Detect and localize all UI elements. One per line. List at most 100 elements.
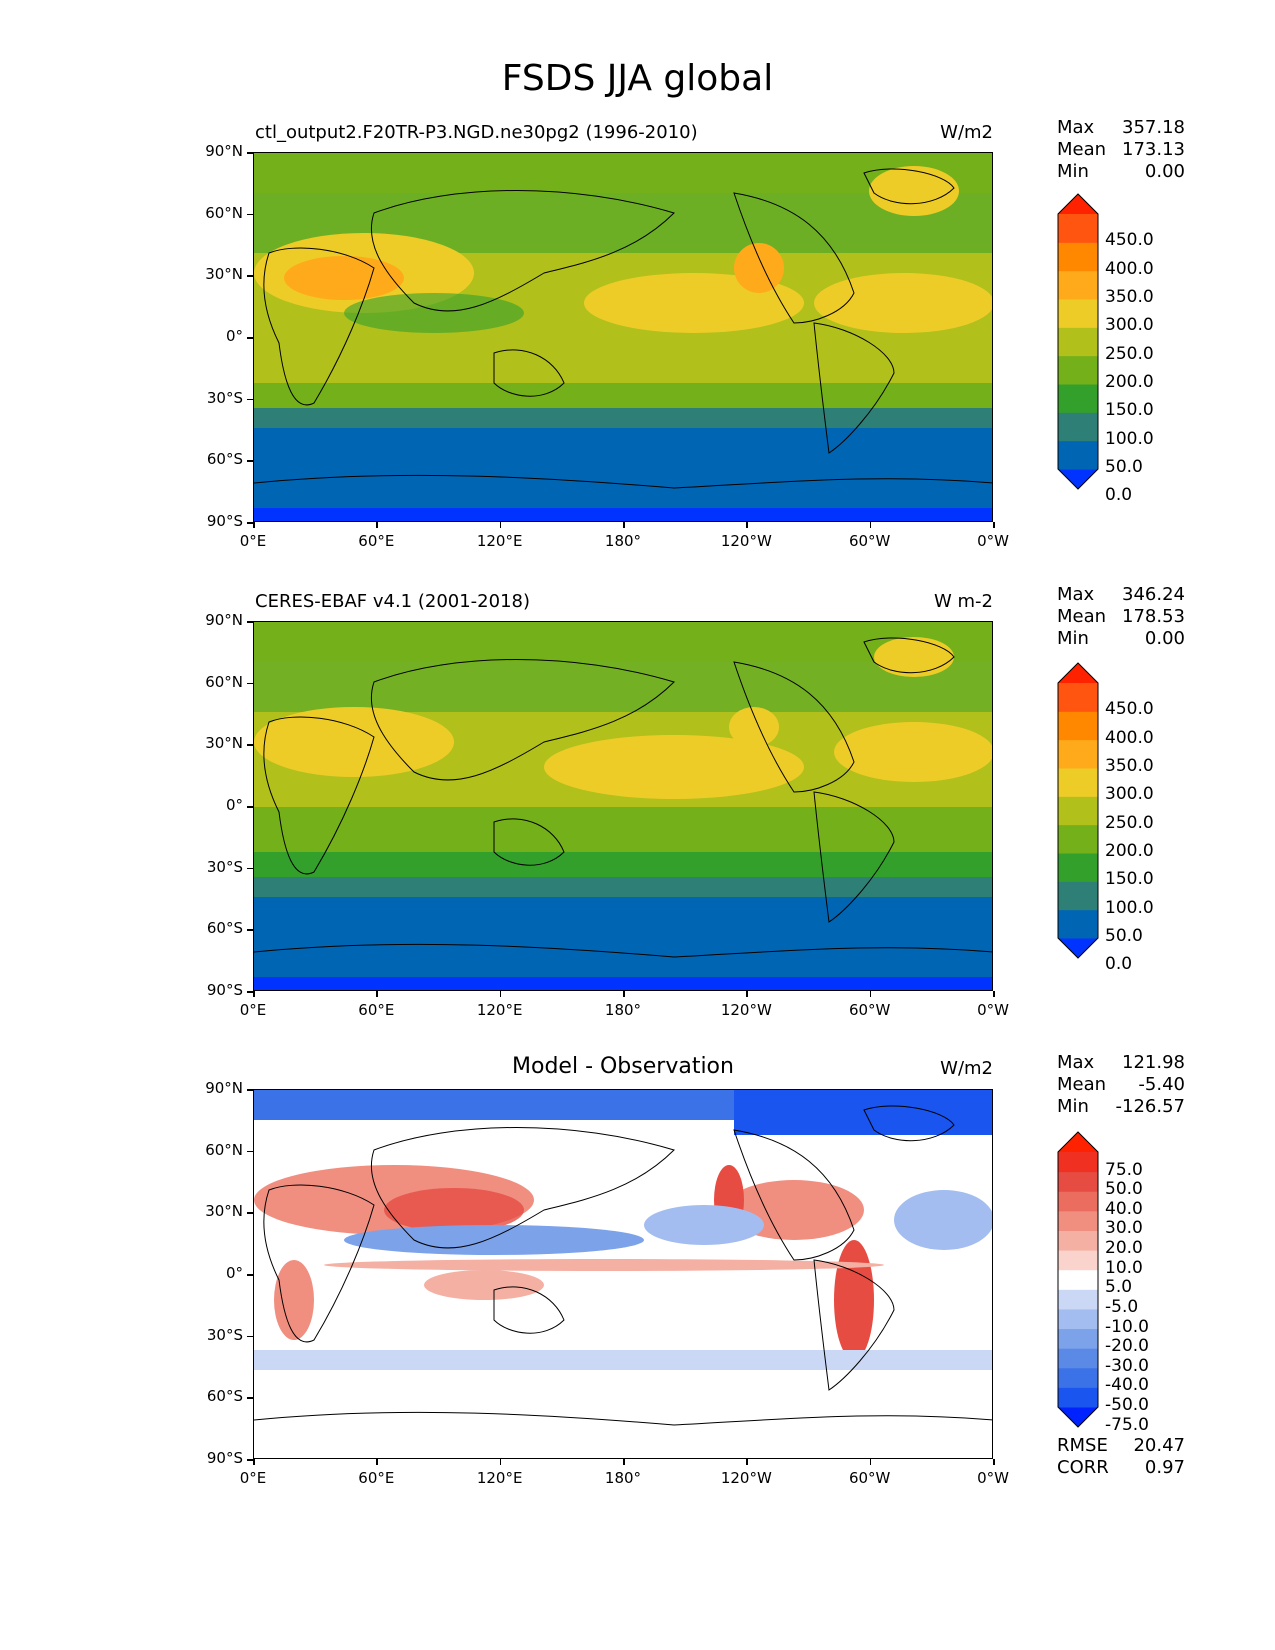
lat-tick-label: 90°S bbox=[206, 1449, 243, 1467]
colorbar-segment bbox=[1058, 384, 1098, 413]
lon-tick-mark bbox=[746, 991, 748, 997]
colorbar-segment bbox=[1058, 1387, 1098, 1408]
colorbar-tick-label: 40.0 bbox=[1105, 1198, 1143, 1219]
colorbar-segment bbox=[1058, 1269, 1098, 1290]
lon-tick-label: 0°E bbox=[239, 1469, 267, 1487]
lat-tick-mark bbox=[247, 621, 253, 623]
colorbar-segment bbox=[1058, 1250, 1098, 1271]
colorbar-segment bbox=[1058, 1152, 1098, 1173]
lat-tick-label: 90°N bbox=[205, 611, 243, 629]
rmse-corr-stats: RMSE 20.47 CORR 0.97 bbox=[1057, 1435, 1185, 1479]
colorbar-tick-label: 0.0 bbox=[1105, 954, 1133, 975]
colorbar-tick-label: 200.0 bbox=[1105, 372, 1154, 392]
colorbar-segment bbox=[1058, 739, 1098, 769]
colorbar-tick-label: 30.0 bbox=[1105, 1218, 1143, 1239]
lat-tick-mark bbox=[247, 1397, 253, 1399]
stat-label: Max bbox=[1057, 1052, 1095, 1073]
colorbar-segment bbox=[1058, 796, 1098, 826]
lon-tick-label: 120°W bbox=[720, 1469, 772, 1487]
colorbar-segment bbox=[1058, 853, 1098, 882]
lon-tick-label: 0°E bbox=[239, 532, 267, 550]
lat-tick-mark bbox=[247, 213, 253, 216]
lon-tick-label: 180° bbox=[604, 532, 642, 550]
lon-tick-label: 0°W bbox=[977, 1001, 1009, 1019]
stat-label: Mean bbox=[1057, 139, 1107, 160]
lat-tick-mark bbox=[247, 744, 253, 746]
colorbar-segment bbox=[1058, 909, 1098, 939]
stat-label: Min bbox=[1057, 161, 1089, 182]
colorbar-tick-label: 0.0 bbox=[1105, 485, 1133, 506]
lat-tick-label: 30°N bbox=[205, 265, 243, 284]
colorbar-segment bbox=[1058, 1328, 1098, 1349]
colorbar-tick-label: -30.0 bbox=[1105, 1355, 1149, 1376]
lat-tick-mark bbox=[247, 1089, 253, 1091]
colorbar-segment bbox=[1058, 355, 1098, 385]
lon-tick-label: 180° bbox=[604, 1469, 642, 1487]
colorbar-segment bbox=[1058, 768, 1098, 797]
colorbar-segment bbox=[1058, 1210, 1098, 1231]
lon-tick-label: 60°E bbox=[358, 532, 395, 550]
colorbar-segment bbox=[1058, 1348, 1098, 1369]
panel-2-units: W m-2 bbox=[933, 591, 993, 612]
colorbar-tick-label: 250.0 bbox=[1105, 812, 1154, 833]
panel-1-map bbox=[253, 152, 993, 522]
colorbar-segment bbox=[1058, 242, 1098, 272]
colorbar-tick-label: 150.0 bbox=[1105, 869, 1154, 890]
stat-label: Max bbox=[1057, 117, 1095, 138]
lon-tick-label: 0°W bbox=[977, 1469, 1009, 1487]
lon-tick-mark bbox=[499, 1459, 502, 1465]
colorbar-tick-label: -5.0 bbox=[1105, 1296, 1139, 1317]
lon-tick-mark bbox=[376, 1459, 378, 1465]
colorbar-segment bbox=[1058, 1289, 1098, 1310]
stat-value: 173.13 bbox=[1122, 139, 1185, 160]
lon-tick-mark bbox=[993, 1459, 995, 1465]
colorbar-segment bbox=[1058, 1308, 1098, 1330]
colorbar-tick-label: 10.0 bbox=[1105, 1257, 1143, 1278]
colorbar-tick-label: 20.0 bbox=[1105, 1238, 1143, 1259]
lon-tick-mark bbox=[993, 522, 995, 528]
lat-tick-label: 30°S bbox=[206, 857, 243, 876]
lon-tick-mark bbox=[623, 1459, 625, 1465]
lon-tick-label: 180° bbox=[604, 1001, 642, 1019]
lat-tick-label: 30°S bbox=[206, 1325, 243, 1344]
colorbar-segment bbox=[1058, 1367, 1098, 1388]
panel-2-title: CERES-EBAF v4.1 (2001-2018) bbox=[255, 591, 531, 612]
lat-tick-mark bbox=[247, 1459, 253, 1461]
lon-tick-mark bbox=[993, 991, 995, 997]
lat-tick-mark bbox=[247, 460, 253, 462]
colorbar-tick-label: -20.0 bbox=[1105, 1336, 1149, 1357]
lon-tick-mark bbox=[869, 1459, 872, 1465]
lat-tick-mark bbox=[247, 337, 253, 339]
lon-tick-label: 0°W bbox=[977, 532, 1009, 550]
lat-tick-label: 60°S bbox=[206, 919, 243, 938]
colorbar-tick-label: -50.0 bbox=[1105, 1395, 1149, 1415]
lat-tick-label: 60°N bbox=[205, 672, 243, 691]
colorbar-tick-label: -75.0 bbox=[1105, 1414, 1149, 1435]
lon-tick-mark bbox=[376, 522, 378, 528]
colorbar-svg bbox=[1057, 1131, 1099, 1428]
stat-value: 0.00 bbox=[1144, 628, 1185, 649]
lon-tick-mark bbox=[869, 991, 872, 997]
lon-tick-mark bbox=[623, 522, 625, 528]
stat-value: -5.40 bbox=[1138, 1074, 1185, 1095]
lat-tick-label: 90°S bbox=[206, 512, 243, 530]
lon-tick-label: 120°E bbox=[476, 532, 523, 550]
lat-tick-mark bbox=[247, 1150, 253, 1153]
lon-tick-label: 0°E bbox=[239, 1001, 267, 1019]
colorbar-segment bbox=[1058, 440, 1098, 470]
colorbar-segment bbox=[1058, 1191, 1098, 1212]
lat-tick-mark bbox=[247, 522, 253, 524]
rmse-value: 20.47 bbox=[1133, 1435, 1185, 1456]
colorbar-segment bbox=[1058, 683, 1098, 712]
colorbar-extend-max bbox=[1058, 1132, 1098, 1152]
lon-tick-mark bbox=[746, 522, 748, 528]
colorbar-tick-label: -40.0 bbox=[1105, 1375, 1149, 1396]
lat-tick-label: 90°N bbox=[205, 142, 243, 160]
stat-label: Max bbox=[1057, 584, 1095, 605]
lat-tick-mark bbox=[247, 991, 253, 993]
colorbar-segment bbox=[1058, 270, 1098, 300]
colorbar-outline bbox=[1057, 1131, 1099, 1428]
colorbar-tick-label: 350.0 bbox=[1105, 756, 1154, 776]
stat-value: 346.24 bbox=[1122, 584, 1185, 605]
lat-tick-label: 60°S bbox=[206, 1387, 243, 1406]
